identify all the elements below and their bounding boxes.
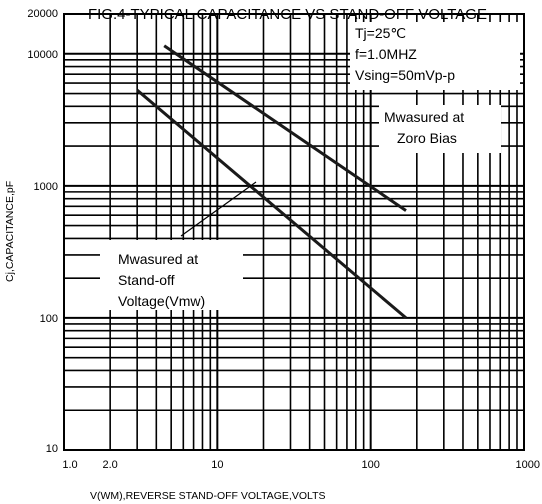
condition-frequency: f=1.0MHZ (355, 46, 417, 62)
standoff-leader-line (180, 181, 257, 237)
data-series (136, 44, 407, 320)
y-tick-labels: 10 100 1000 10000 20000 (27, 8, 58, 455)
y-tick-label: 10000 (27, 49, 58, 61)
x-tick-label: 1000 (516, 459, 540, 471)
conditions-box (350, 22, 520, 90)
x-tick-labels: 1.0 2.0 10 100 1000 (62, 459, 540, 471)
y-tick-label: 100 (40, 313, 58, 325)
zero-bias-label-line2: Zoro Bias (397, 130, 457, 146)
x-tick-label: 100 (361, 459, 379, 471)
y-tick-label: 1000 (34, 181, 58, 193)
zero-bias-label-line1: Mwasured at (384, 109, 464, 125)
standoff-label-line2: Stand-off (118, 272, 175, 288)
x-tick-label: 1.0 (62, 459, 77, 471)
standoff-label-line3: Voltage(Vmw) (118, 293, 205, 309)
y-tick-label: 10 (46, 443, 58, 455)
condition-signal: Vsing=50mVp-p (355, 67, 455, 83)
standoff-label-line1: Mwasured at (118, 251, 198, 267)
x-tick-label: 2.0 (103, 459, 118, 471)
x-tick-label: 10 (211, 459, 223, 471)
chart-title: FIG.4-TYPICAL CAPACITANCE VS STAND-OFF V… (88, 6, 487, 23)
zero-bias-box (379, 105, 501, 153)
x-axis-label: V(WM),REVERSE STAND-OFF VOLTAGE,VOLTS (90, 490, 326, 502)
series-line-zero-bias (163, 44, 407, 212)
plot-frame (63, 13, 525, 451)
vertical-grid-lines (109, 14, 518, 450)
y-axis-label: Cj,CAPACITANCE,pF (4, 181, 16, 282)
condition-tj: Tj=25℃ (355, 25, 406, 41)
series-line-standoff (136, 89, 407, 320)
y-tick-label: 20000 (27, 8, 58, 20)
standoff-box (100, 240, 243, 310)
